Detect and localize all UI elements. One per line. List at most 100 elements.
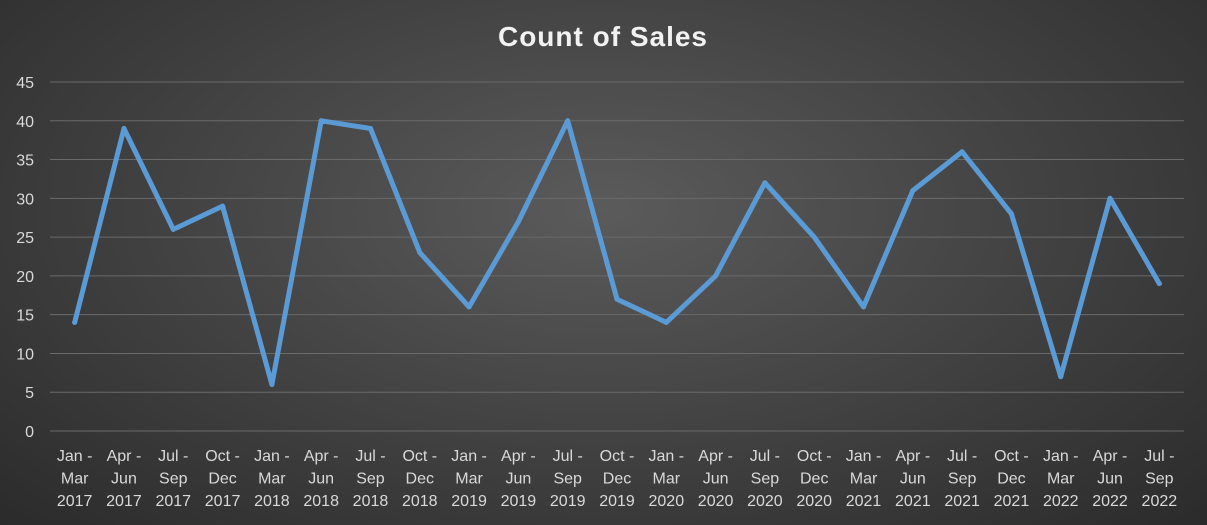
- x-tick-label-line: Mar: [1047, 471, 1075, 488]
- x-tick-label-line: Jan -: [846, 448, 882, 465]
- x-tick-label-line: Dec: [800, 471, 828, 488]
- x-tick-label-line: Jul -: [1144, 448, 1174, 465]
- data-point: [1008, 211, 1014, 217]
- data-point: [663, 319, 669, 325]
- y-tick-label: 5: [25, 385, 34, 402]
- y-tick-label: 10: [16, 346, 34, 363]
- x-tick-label-line: 2018: [353, 493, 389, 510]
- data-point: [170, 226, 176, 232]
- x-tick-label-line: Jul -: [355, 448, 385, 465]
- x-tick-label-line: Jul -: [553, 448, 583, 465]
- x-tick-label-line: Jul -: [750, 448, 780, 465]
- data-point: [417, 250, 423, 256]
- x-tick-label: Jan - Mar 2021: [846, 448, 882, 510]
- x-tick-label-line: Jun: [1097, 471, 1123, 488]
- x-tick-label: Jul - Sep 2019: [550, 448, 586, 510]
- x-tick-label-line: Sep: [948, 471, 977, 488]
- x-tick-label-line: Dec: [406, 471, 434, 488]
- chart-title: Count of Sales: [498, 21, 708, 52]
- x-tick-label-line: 2019: [550, 493, 586, 510]
- x-tick-label-line: 2021: [944, 493, 980, 510]
- x-tick-label-line: Sep: [356, 471, 385, 488]
- data-point: [959, 149, 965, 155]
- y-tick-label: 40: [16, 114, 34, 131]
- data-point: [1156, 281, 1162, 287]
- x-tick-label-line: Apr -: [501, 448, 536, 465]
- x-tick-label: Jul - Sep 2020: [747, 448, 783, 510]
- y-tick-label: 35: [16, 153, 34, 170]
- x-tick-label: Oct - Dec 2020: [796, 448, 832, 510]
- x-tick-label-line: 2018: [303, 493, 339, 510]
- x-tick-label-line: Mar: [653, 471, 681, 488]
- x-tick-label: Apr - Jun 2019: [501, 448, 537, 510]
- data-point: [466, 304, 472, 310]
- x-tick-label: Apr - Jun 2017: [106, 448, 142, 510]
- x-tick-label: Apr - Jun 2021: [895, 448, 931, 510]
- x-tick-label-line: Jan -: [57, 448, 93, 465]
- x-tick-label-line: Apr -: [895, 448, 930, 465]
- x-tick-label-line: 2021: [994, 493, 1030, 510]
- y-tick-label: 20: [16, 269, 34, 286]
- y-axis-tick-labels: 0 5 10 15 20 25 30 35 40 45: [16, 75, 34, 441]
- x-tick-label-line: Oct -: [600, 448, 635, 465]
- x-tick-label: Jul - Sep 2017: [155, 448, 191, 510]
- x-tick-label: Jul - Sep 2022: [1142, 448, 1178, 510]
- y-tick-label: 30: [16, 191, 34, 208]
- x-tick-label-line: Apr -: [1093, 448, 1128, 465]
- data-point: [269, 381, 275, 387]
- x-tick-label-line: Apr -: [107, 448, 142, 465]
- series-line: [72, 118, 1162, 387]
- x-tick-label-line: Sep: [1145, 471, 1174, 488]
- x-tick-label: Jan - Mar 2020: [649, 448, 685, 510]
- x-tick-label-line: 2017: [106, 493, 142, 510]
- x-tick-label-line: Jan -: [1043, 448, 1079, 465]
- x-tick-label: Oct - Dec 2017: [205, 448, 241, 510]
- x-tick-label-line: 2022: [1092, 493, 1128, 510]
- x-tick-label-line: Jun: [703, 471, 729, 488]
- x-tick-label: Oct - Dec 2021: [994, 448, 1030, 510]
- x-tick-label: Jul - Sep 2018: [353, 448, 389, 510]
- y-tick-label: 15: [16, 308, 34, 325]
- x-tick-label-line: Mar: [850, 471, 878, 488]
- x-tick-label-line: Sep: [159, 471, 188, 488]
- x-tick-label-line: Apr -: [304, 448, 339, 465]
- x-tick-label-line: Dec: [208, 471, 236, 488]
- x-tick-label-line: Jul -: [158, 448, 188, 465]
- x-tick-label: Jan - Mar 2018: [254, 448, 290, 510]
- data-point: [811, 234, 817, 240]
- x-tick-label-line: Jun: [505, 471, 531, 488]
- x-tick-label-line: Oct -: [994, 448, 1029, 465]
- x-tick-label-line: Mar: [455, 471, 483, 488]
- x-tick-label: Apr - Jun 2018: [303, 448, 339, 510]
- x-tick-label-line: 2017: [57, 493, 93, 510]
- data-point: [910, 188, 916, 194]
- data-point: [1058, 374, 1064, 380]
- x-tick-label-line: 2019: [599, 493, 635, 510]
- series-layer: [72, 118, 1162, 387]
- x-tick-label-line: 2021: [895, 493, 931, 510]
- x-tick-label-line: 2017: [155, 493, 191, 510]
- data-point: [220, 203, 226, 209]
- x-tick-label-line: Dec: [603, 471, 631, 488]
- x-tick-label-line: Mar: [61, 471, 89, 488]
- x-tick-label-line: Jan -: [451, 448, 487, 465]
- data-point: [565, 118, 571, 124]
- data-point: [614, 296, 620, 302]
- x-tick-label-line: 2020: [796, 493, 832, 510]
- data-point: [318, 118, 324, 124]
- data-point: [762, 180, 768, 186]
- x-tick-label-line: 2018: [402, 493, 438, 510]
- x-tick-label-line: 2017: [205, 493, 241, 510]
- x-tick-label-line: Dec: [997, 471, 1025, 488]
- x-tick-label-line: Oct -: [205, 448, 240, 465]
- x-tick-label-line: Jun: [900, 471, 926, 488]
- grid-lines: [50, 81, 1184, 432]
- x-tick-label: Oct - Dec 2019: [599, 448, 635, 510]
- data-point: [72, 319, 78, 325]
- y-tick-label: 25: [16, 230, 34, 247]
- y-tick-label: 45: [16, 75, 34, 92]
- x-tick-label: Jul - Sep 2021: [944, 448, 980, 510]
- x-tick-label-line: 2022: [1043, 493, 1079, 510]
